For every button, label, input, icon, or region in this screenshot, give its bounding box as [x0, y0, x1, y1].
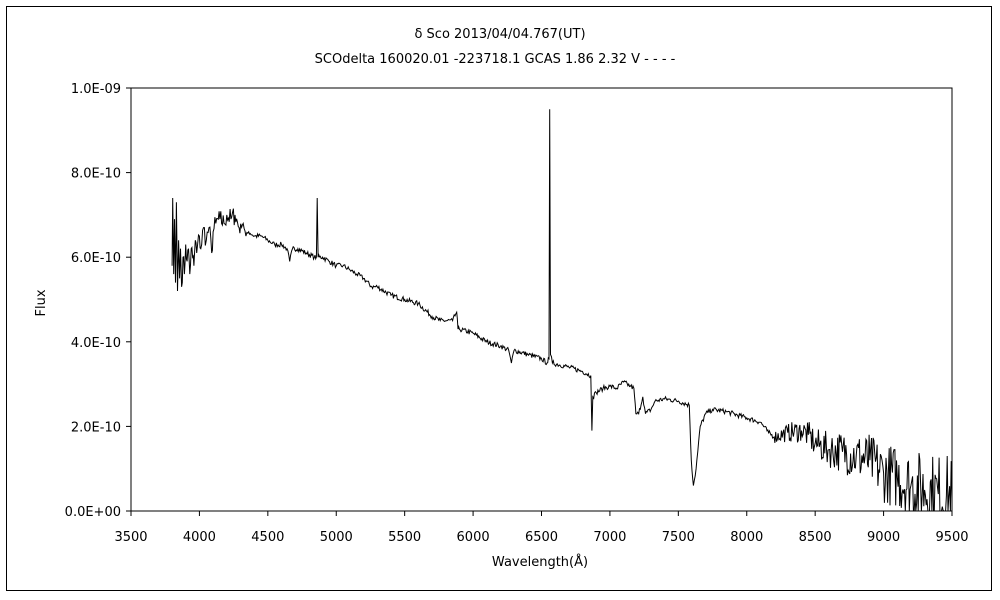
x-tick-label: 8000 [730, 530, 763, 545]
x-tick-label: 9000 [867, 530, 900, 545]
x-axis-label: Wavelength(Å) [492, 554, 588, 570]
y-tick-label: 8.0E-10 [71, 167, 121, 182]
x-tick-label: 6500 [525, 530, 558, 545]
y-axis-label: Flux [34, 289, 49, 316]
x-tick-label: 9500 [935, 530, 968, 545]
x-tick-label: 4500 [251, 530, 284, 545]
x-tick-label: 6000 [457, 530, 490, 545]
y-tick-label: 6.0E-10 [71, 251, 121, 266]
x-tick-label: 4000 [183, 530, 216, 545]
y-tick-label: 1.0E-09 [71, 82, 121, 97]
y-tick-label: 2.0E-10 [71, 420, 121, 435]
x-tick-label: 5000 [320, 530, 353, 545]
y-tick-label: 0.0E+00 [65, 505, 121, 520]
flux-series-line [171, 109, 953, 512]
chart-frame [6, 6, 992, 591]
x-tick-label: 3500 [114, 530, 147, 545]
y-tick-label: 4.0E-10 [71, 336, 121, 351]
plot-area [130, 87, 953, 512]
x-tick-label: 7500 [662, 530, 695, 545]
x-tick-label: 7000 [593, 530, 626, 545]
x-tick-label: 8500 [799, 530, 832, 545]
chart-subtitle: SCOdelta 160020.01 -223718.1 GCAS 1.86 2… [315, 52, 676, 67]
chart-title: δ Sco 2013/04/04.767(UT) [414, 27, 585, 42]
x-tick-label: 5500 [388, 530, 421, 545]
